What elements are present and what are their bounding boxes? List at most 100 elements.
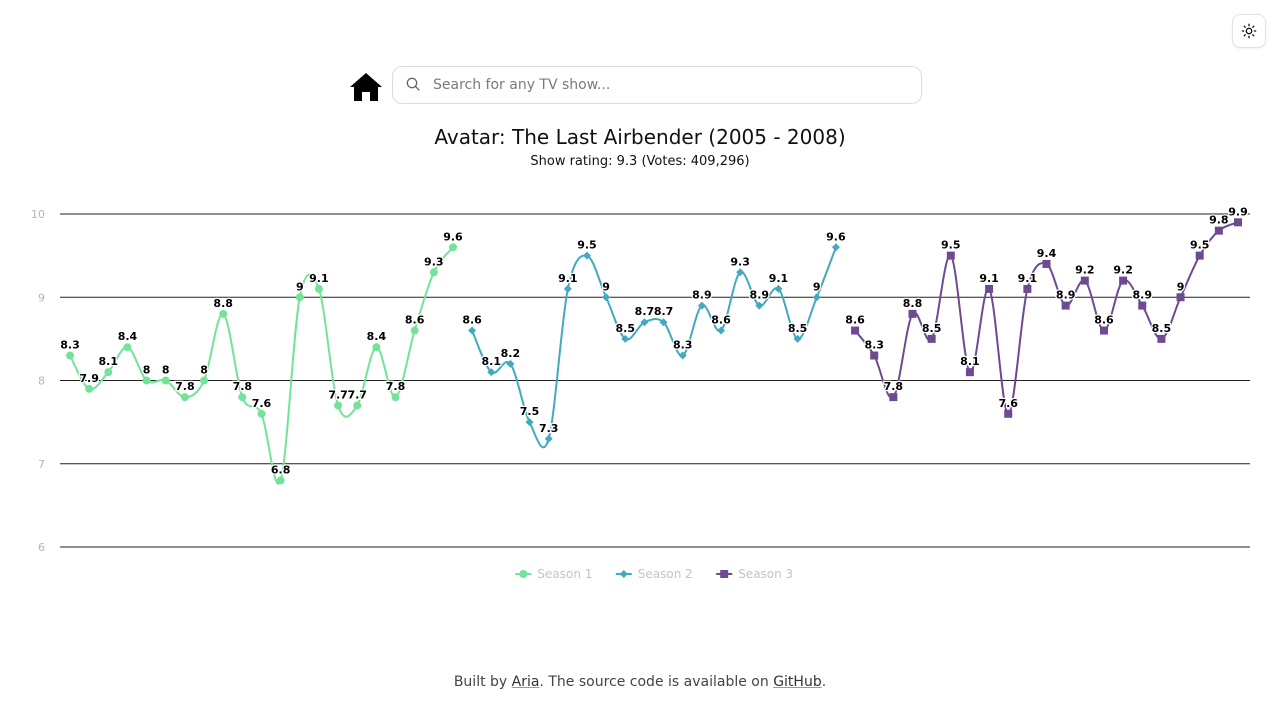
data-point[interactable] bbox=[602, 293, 611, 302]
data-label: 7.3 bbox=[539, 422, 559, 435]
data-point[interactable] bbox=[238, 393, 247, 402]
data-point[interactable] bbox=[965, 368, 974, 377]
data-point[interactable] bbox=[831, 243, 840, 252]
data-label: 8.8 bbox=[903, 297, 923, 310]
github-link[interactable]: GitHub bbox=[773, 674, 822, 690]
data-point[interactable] bbox=[525, 418, 534, 427]
data-point[interactable] bbox=[142, 376, 151, 385]
data-point[interactable] bbox=[391, 393, 400, 402]
y-tick-label: 8 bbox=[38, 375, 45, 388]
legend-label: Season 1 bbox=[537, 567, 592, 581]
footer-prefix: Built by bbox=[453, 674, 508, 690]
data-point[interactable] bbox=[812, 293, 821, 302]
footer-middle: . The source code is available on bbox=[539, 674, 769, 690]
data-point[interactable] bbox=[276, 476, 285, 485]
theme-toggle-button[interactable] bbox=[1232, 14, 1266, 48]
data-point[interactable] bbox=[257, 409, 266, 418]
data-point[interactable] bbox=[429, 268, 438, 277]
data-point[interactable] bbox=[640, 318, 649, 327]
data-point[interactable] bbox=[314, 284, 323, 293]
data-label: 7.6 bbox=[998, 397, 1018, 410]
legend-item-2[interactable]: Season 2 bbox=[615, 567, 693, 581]
search-input[interactable] bbox=[431, 76, 921, 94]
data-point[interactable] bbox=[200, 376, 209, 385]
data-point[interactable] bbox=[697, 301, 706, 310]
data-point[interactable] bbox=[1004, 409, 1013, 418]
data-point[interactable] bbox=[793, 334, 802, 343]
data-point[interactable] bbox=[927, 334, 936, 343]
data-point[interactable] bbox=[1061, 301, 1070, 310]
data-label: 9.8 bbox=[1209, 214, 1229, 227]
legend-item-3[interactable]: Season 3 bbox=[716, 567, 793, 581]
data-point[interactable] bbox=[582, 251, 591, 260]
data-point[interactable] bbox=[946, 251, 955, 260]
data-point[interactable] bbox=[717, 326, 726, 335]
series-line bbox=[69, 246, 454, 485]
legend-marker[interactable] bbox=[619, 570, 628, 578]
data-label: 9.3 bbox=[424, 255, 444, 268]
data-point[interactable] bbox=[506, 359, 515, 368]
author-link[interactable]: Aria bbox=[511, 674, 540, 690]
data-point[interactable] bbox=[908, 309, 917, 318]
data-point[interactable] bbox=[85, 384, 94, 393]
data-point[interactable] bbox=[889, 393, 898, 402]
data-point[interactable] bbox=[1195, 251, 1204, 260]
data-point[interactable] bbox=[161, 376, 170, 385]
data-point[interactable] bbox=[1138, 301, 1147, 310]
data-point[interactable] bbox=[1023, 284, 1032, 293]
data-point[interactable] bbox=[544, 434, 553, 443]
data-point[interactable] bbox=[1234, 218, 1242, 227]
data-label: 8.1 bbox=[960, 355, 980, 368]
data-point[interactable] bbox=[448, 243, 457, 252]
data-point[interactable] bbox=[1157, 334, 1166, 343]
data-point[interactable] bbox=[468, 326, 477, 335]
data-label: 7.9 bbox=[79, 372, 99, 385]
data-point[interactable] bbox=[1214, 226, 1223, 235]
data-point[interactable] bbox=[736, 268, 745, 277]
y-tick-label: 7 bbox=[38, 458, 45, 471]
data-point[interactable] bbox=[66, 351, 74, 360]
data-point[interactable] bbox=[295, 293, 304, 302]
data-point[interactable] bbox=[410, 326, 419, 335]
home-button[interactable] bbox=[348, 70, 384, 104]
sun-icon bbox=[1241, 23, 1257, 39]
data-label: 9.6 bbox=[826, 230, 846, 243]
data-label: 8.5 bbox=[922, 322, 942, 335]
data-point[interactable] bbox=[985, 284, 994, 293]
data-point[interactable] bbox=[123, 343, 132, 352]
data-point[interactable] bbox=[180, 393, 189, 402]
data-label: 9.9 bbox=[1228, 205, 1248, 218]
data-point[interactable] bbox=[621, 334, 630, 343]
data-point[interactable] bbox=[372, 343, 381, 352]
data-point[interactable] bbox=[1176, 293, 1185, 302]
data-point[interactable] bbox=[1099, 326, 1108, 335]
data-label: 9.5 bbox=[1190, 239, 1210, 252]
data-point[interactable] bbox=[774, 284, 783, 293]
data-point[interactable] bbox=[1119, 276, 1128, 285]
search-bar[interactable] bbox=[392, 66, 922, 104]
data-point[interactable] bbox=[563, 284, 572, 293]
data-point[interactable] bbox=[851, 326, 860, 335]
data-point[interactable] bbox=[1042, 259, 1051, 268]
data-point[interactable] bbox=[755, 301, 764, 310]
legend-item-1[interactable]: Season 1 bbox=[515, 567, 592, 581]
data-point[interactable] bbox=[870, 351, 879, 360]
footer: Built by Aria. The source code is availa… bbox=[0, 674, 1280, 690]
search-icon bbox=[405, 76, 423, 94]
data-label: 8.9 bbox=[692, 289, 712, 302]
data-label: 7.8 bbox=[386, 380, 406, 393]
data-point[interactable] bbox=[104, 368, 113, 377]
data-point[interactable] bbox=[659, 318, 668, 327]
votes-value: 409,296 bbox=[690, 154, 745, 169]
data-point[interactable] bbox=[487, 368, 496, 377]
data-point[interactable] bbox=[1080, 276, 1089, 285]
data-point[interactable] bbox=[353, 401, 362, 410]
legend-marker[interactable] bbox=[720, 570, 729, 578]
y-tick-label: 9 bbox=[38, 291, 45, 304]
page-title: Avatar: The Last Airbender (2005 - 2008) bbox=[434, 125, 846, 149]
data-point[interactable] bbox=[678, 351, 687, 360]
data-point[interactable] bbox=[334, 401, 343, 410]
legend-marker[interactable] bbox=[519, 570, 528, 578]
data-point[interactable] bbox=[219, 309, 228, 318]
data-label: 8.6 bbox=[462, 314, 482, 327]
